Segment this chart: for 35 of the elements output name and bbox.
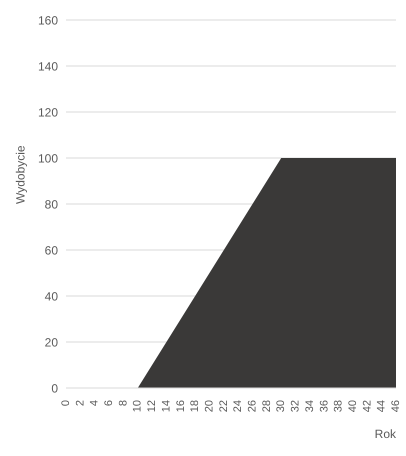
x-tick-label: 24 [232, 400, 244, 412]
x-tick-label: 10 [132, 400, 144, 412]
x-tick-label: 32 [290, 400, 302, 412]
x-tick-label: 18 [189, 400, 202, 412]
y-tick-label: 40 [44, 289, 58, 304]
x-tick-label: 28 [260, 400, 273, 412]
x-tick-label: 12 [146, 400, 158, 412]
y-tick-label: 60 [44, 243, 58, 258]
y-tick-label: 120 [38, 105, 58, 120]
x-tick-label: 36 [318, 400, 330, 412]
x-tick-label: 14 [160, 400, 172, 412]
x-tick-label: 4 [88, 400, 101, 406]
x-tick-label: 42 [361, 400, 374, 412]
y-axis-title: Wydobycie [13, 145, 28, 204]
x-tick-label: 46 [390, 400, 402, 412]
x-tick-label: 34 [304, 400, 316, 412]
x-tick-label: 20 [203, 400, 216, 412]
x-tick-label: 0 [60, 400, 72, 406]
x-tick-label: 2 [74, 400, 86, 406]
y-tick-label: 80 [44, 197, 58, 212]
x-tick-label: 8 [117, 400, 130, 406]
x-tick-label: 40 [346, 400, 359, 412]
x-tick-label: 30 [275, 400, 288, 412]
x-tick-label: 6 [103, 400, 116, 406]
y-tick-label: 20 [44, 335, 58, 350]
x-tick-label: 38 [332, 400, 345, 412]
x-axis-title: Rok [374, 427, 397, 441]
x-tick-label: 26 [246, 400, 259, 412]
y-tick-label: 160 [38, 13, 58, 28]
y-tick-label: 140 [38, 59, 58, 74]
x-tick-label: 44 [376, 400, 388, 412]
x-tick-label: 22 [218, 400, 230, 412]
y-tick-label: 0 [51, 381, 58, 396]
x-tick-label: 16 [174, 400, 187, 412]
y-tick-label: 100 [38, 151, 58, 166]
